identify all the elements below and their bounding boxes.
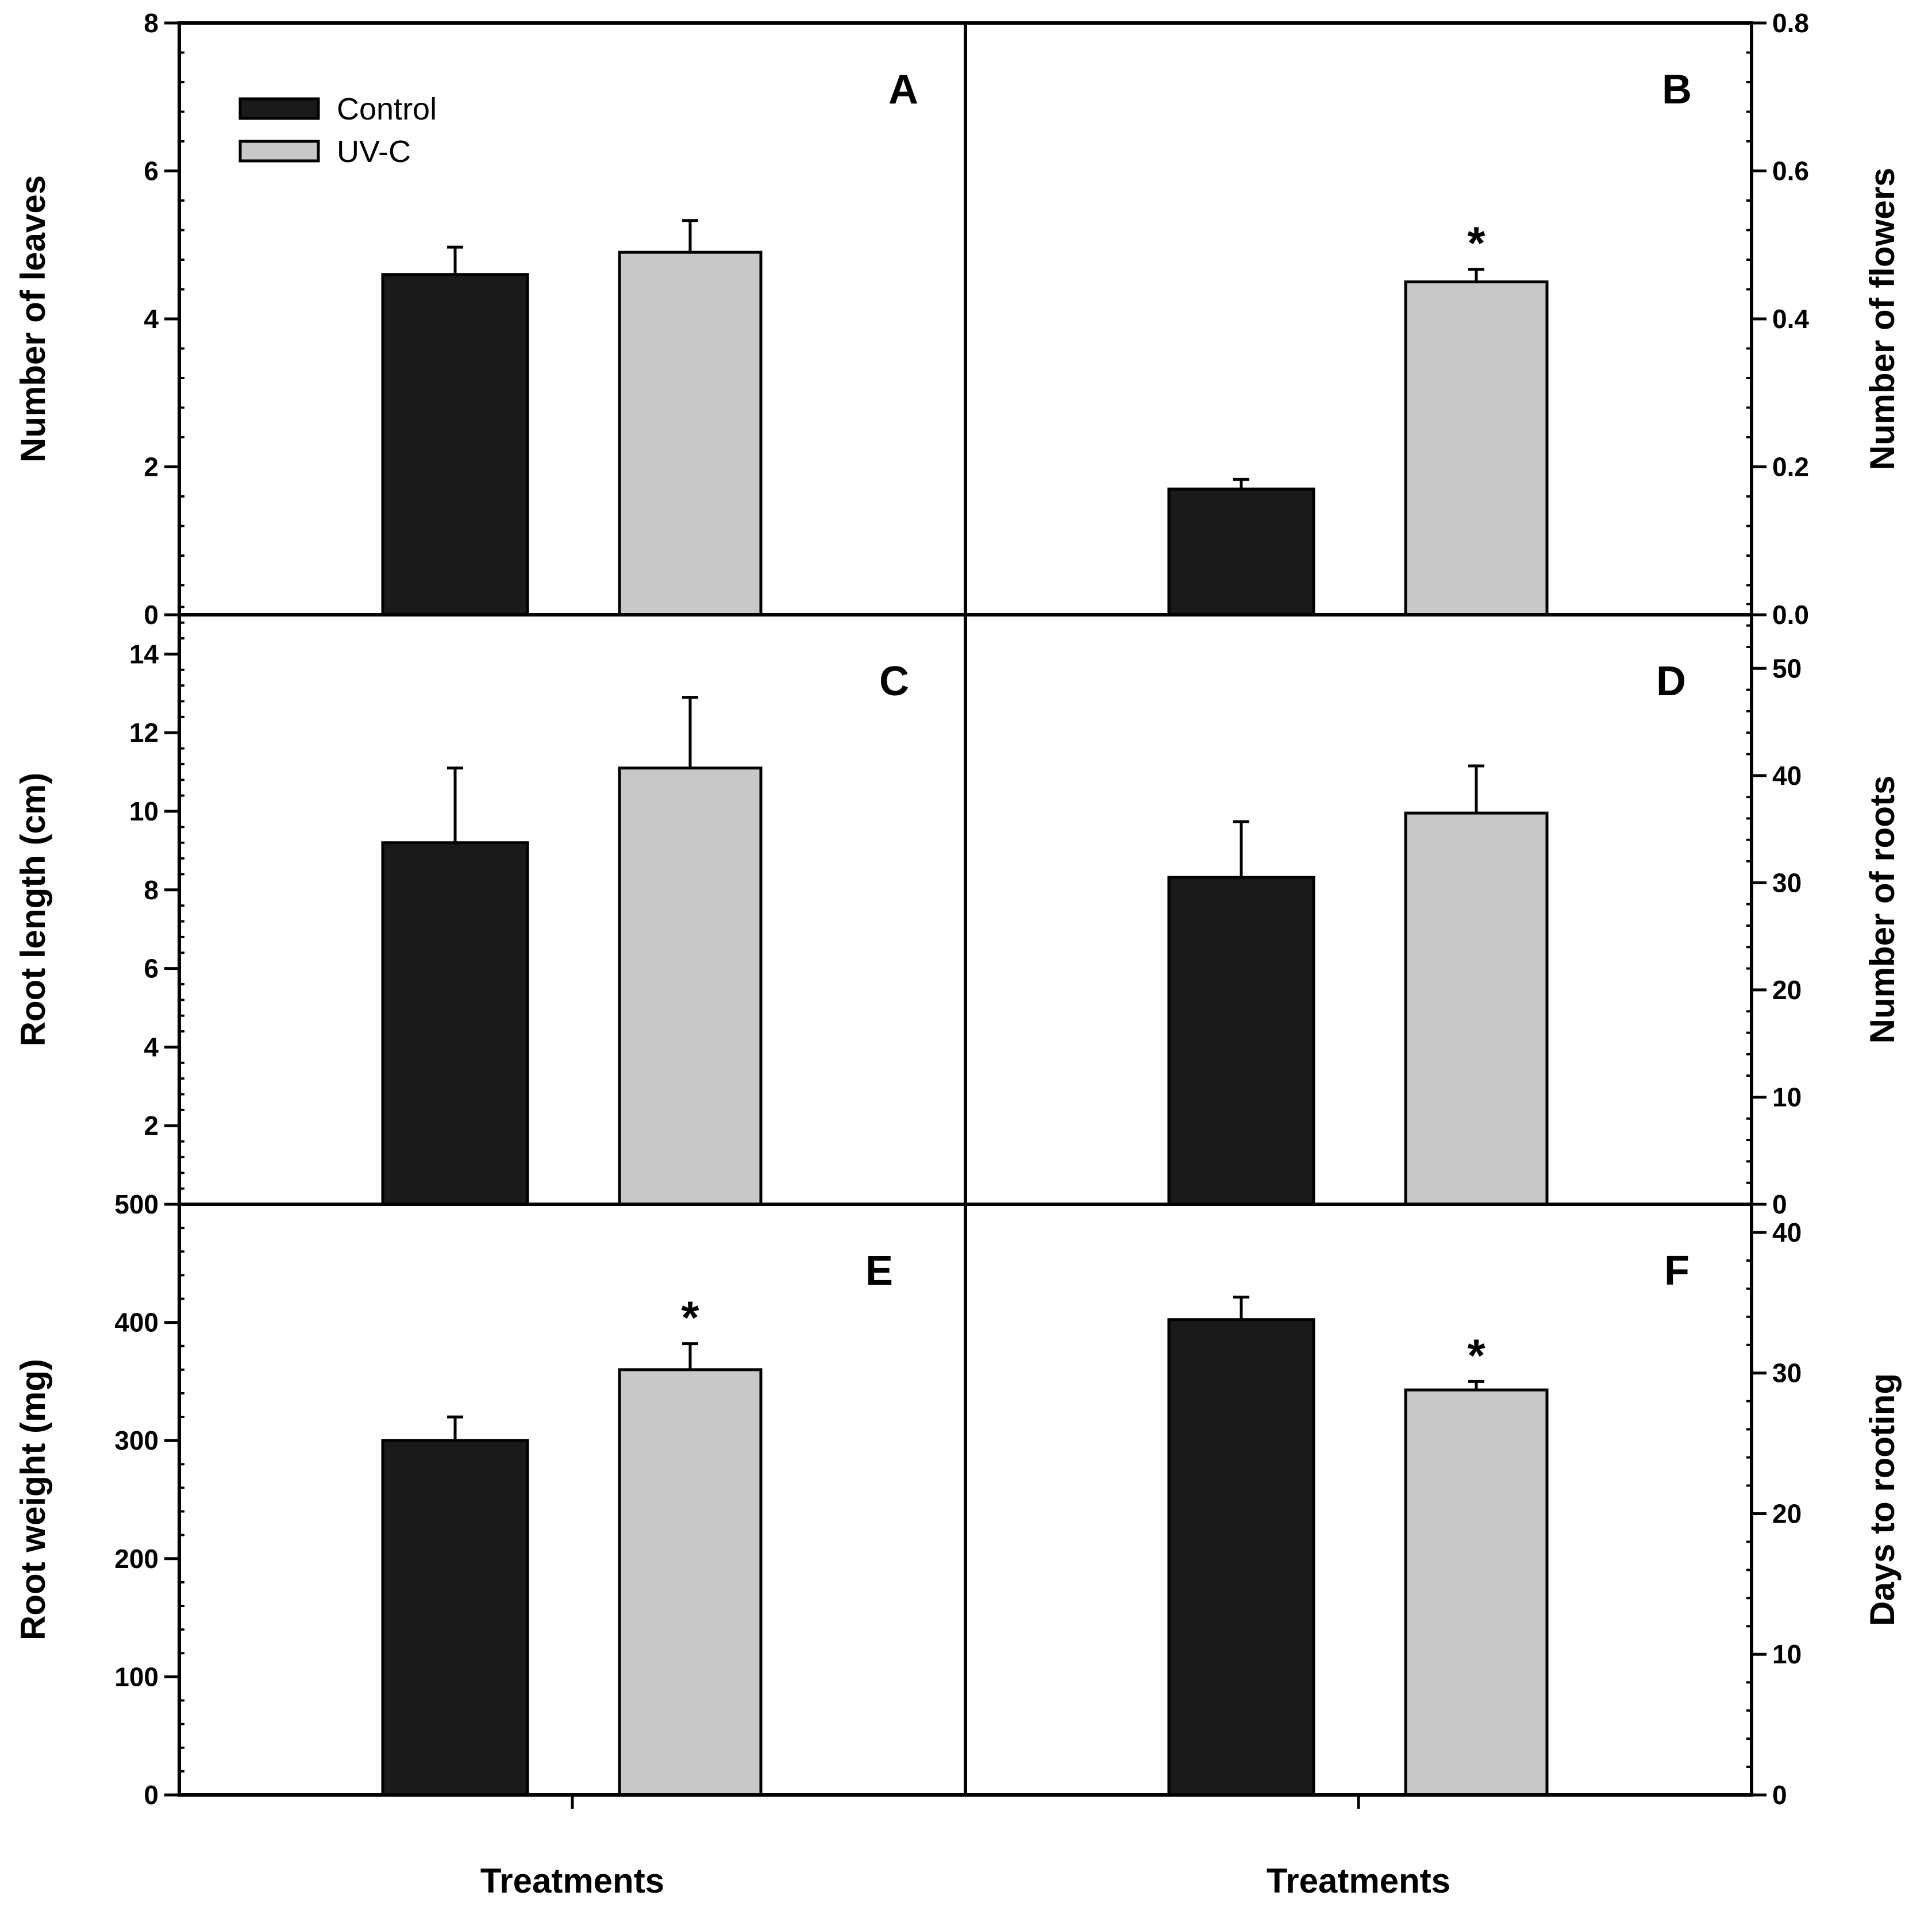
bar-e-control — [381, 1439, 529, 1797]
tick-label-c-2: 2 — [144, 1111, 159, 1141]
tick-label-d-50: 50 — [1772, 653, 1802, 683]
bar-c-control — [381, 841, 529, 1206]
tick-label-a-0: 0 — [144, 600, 159, 630]
bar-d-uvc — [1404, 811, 1549, 1206]
panel-e: * 0 100 200 300 400 500 Root weight (mg) E Treatm… — [14, 1189, 893, 1900]
legend-label-uvc: UV-C — [337, 134, 411, 169]
panel-letter-e: E — [865, 1248, 893, 1294]
tick-label-f-10: 10 — [1772, 1639, 1802, 1669]
y-axis-title-a: Number of leaves — [14, 175, 52, 463]
bar-a-uvc — [618, 251, 763, 617]
bar-d-control — [1167, 876, 1315, 1206]
x-axis-title-f: Treatments — [1267, 1862, 1450, 1900]
figure-frame — [178, 21, 1753, 1797]
y-axis-title-c: Root length (cm) — [14, 773, 52, 1047]
panel-letter-c: C — [879, 658, 909, 704]
tick-label-f-40: 40 — [1772, 1218, 1802, 1247]
tick-label-d-30: 30 — [1772, 868, 1802, 897]
panel-a: 0 2 4 6 8 Number of leaves A — [14, 8, 918, 630]
significance-star-f-uvc: * — [1467, 1330, 1485, 1381]
tick-label-c-6: 6 — [144, 954, 159, 984]
tick-label-b-0.2: 0.2 — [1772, 452, 1809, 482]
bar-c-uvc — [618, 766, 763, 1206]
panel-d: 0 10 20 30 40 50 Number of roots D — [1167, 603, 1902, 1219]
y-axis-title-f: Days to rooting — [1863, 1373, 1902, 1626]
legend-swatch-control — [238, 97, 320, 120]
tick-label-a-8: 8 — [144, 8, 159, 38]
tick-label-b-0: 0.0 — [1772, 600, 1809, 630]
bar-a-control — [381, 273, 529, 617]
tick-label-c-14: 14 — [129, 639, 159, 669]
panel-b: * 0.0 0.2 0.4 0.6 0.8 Number of flowers B — [1167, 8, 1902, 630]
tick-label-c-0: 0 — [144, 1189, 159, 1219]
tick-label-d-40: 40 — [1772, 761, 1802, 791]
panel-letter-f: F — [1664, 1248, 1689, 1294]
tick-label-b-0.4: 0.4 — [1772, 304, 1809, 334]
tick-label-c-4: 4 — [144, 1032, 159, 1062]
tick-label-e-0: 0 — [144, 1780, 159, 1810]
tick-label-b-0.6: 0.6 — [1772, 156, 1809, 186]
tick-label-c-10: 10 — [129, 796, 159, 826]
tick-label-e-400: 400 — [114, 1308, 159, 1338]
tick-label-f-20: 20 — [1772, 1498, 1802, 1528]
bar-e-uvc — [618, 1368, 763, 1797]
tick-label-c-12: 12 — [129, 718, 159, 748]
bar-b-uvc — [1404, 280, 1549, 617]
tick-label-a-6: 6 — [144, 156, 159, 186]
tick-label-d-20: 20 — [1772, 975, 1802, 1005]
x-axis-title-e: Treatments — [480, 1862, 664, 1900]
tick-label-e-100: 100 — [114, 1662, 159, 1692]
y-axis-title-d: Number of roots — [1863, 776, 1902, 1044]
significance-star-e-uvc: * — [681, 1292, 699, 1343]
legend-swatch-uvc — [238, 140, 320, 163]
y-axis-title-b: Number of flowers — [1863, 168, 1902, 471]
tick-label-a-4: 4 — [144, 304, 159, 334]
tick-label-f-0: 0 — [1772, 1780, 1787, 1810]
tick-label-e-300: 300 — [114, 1425, 159, 1455]
legend-label-control: Control — [337, 92, 437, 126]
bar-f-control — [1167, 1318, 1315, 1797]
tick-label-c-8: 8 — [144, 875, 159, 905]
legend: Control UV-C — [238, 92, 437, 169]
panels-layer: 0 2 4 6 8 Number of leaves A * 0.0 0.2 0.4 0.6 0.8 Nu… — [14, 8, 1902, 1900]
significance-star-b-uvc: * — [1467, 218, 1485, 269]
tick-label-e-200: 200 — [114, 1544, 159, 1574]
panel-letter-a: A — [888, 67, 918, 113]
bar-f-uvc — [1404, 1388, 1549, 1797]
tick-label-b-0.8: 0.8 — [1772, 8, 1809, 38]
tick-label-d-10: 10 — [1772, 1082, 1802, 1112]
tick-label-d-0: 0 — [1772, 1189, 1787, 1219]
tick-label-f-30: 30 — [1772, 1358, 1802, 1388]
bar-b-control — [1167, 487, 1315, 617]
tick-label-a-2: 2 — [144, 452, 159, 482]
tick-label-e-500: 500 — [114, 1189, 159, 1219]
panel-letter-d: D — [1656, 658, 1686, 704]
panel-letter-b: B — [1662, 67, 1692, 113]
panel-c: 0 2 4 6 8 10 12 14 Root length (cm) C — [14, 606, 909, 1219]
y-axis-title-e: Root weight (mg) — [14, 1359, 52, 1640]
